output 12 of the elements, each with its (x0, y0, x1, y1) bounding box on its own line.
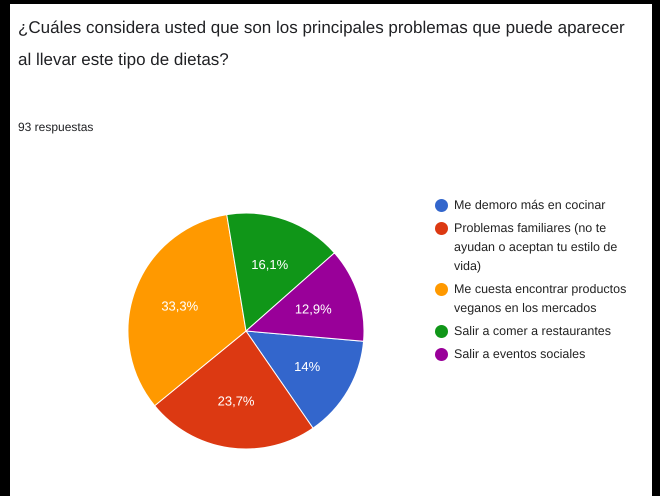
data-label: 23,7% (218, 394, 255, 409)
legend-label: Me demoro más en cocinar (454, 197, 606, 214)
data-label: 16,1% (251, 256, 289, 272)
legend-label: Salir a comer a restaurantes (454, 323, 612, 340)
legend-label: Problemas familiares (no te ayudan o aceptan tu estilo de vida) (454, 220, 618, 275)
data-label: 14% (294, 359, 321, 374)
data-label: 33,3% (161, 298, 199, 314)
chart-title: ¿Cuáles considera usted que son los principales problemas que puede aparecer al llevar este tipo de dietas? (18, 17, 626, 71)
legend-label: Me cuesta encontrar productos veganos en los mercados (454, 281, 628, 317)
chart-subtitle: 93 respuestas (18, 120, 94, 134)
data-label: 12,9% (294, 301, 332, 316)
legend-label: Salir a eventos sociales (454, 346, 586, 363)
